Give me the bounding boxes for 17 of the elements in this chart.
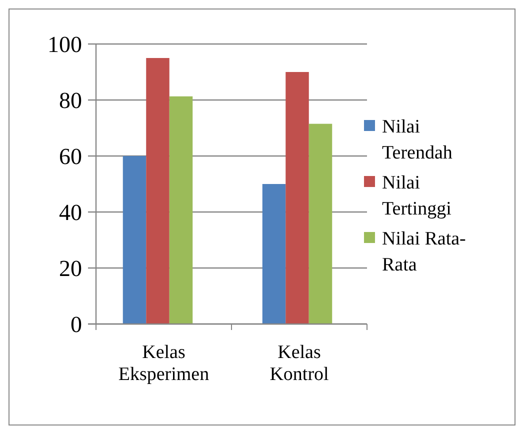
y-tick-label: 40 (59, 200, 82, 226)
bar (286, 72, 309, 324)
legend-label: Nilai Rata-Rata (382, 228, 466, 276)
legend-label: Nilai Tertinggi (382, 172, 452, 220)
y-tick-label: 80 (59, 88, 82, 114)
x-tick-label: Kelas Kontrol (270, 342, 329, 385)
legend-label: Nilai Terendah (382, 116, 453, 164)
bar (308, 124, 332, 324)
bar (146, 58, 170, 324)
y-tick-label: 20 (59, 256, 82, 282)
y-tick-label: 100 (48, 32, 82, 58)
bar (169, 96, 193, 324)
y-tick-label: 60 (59, 144, 82, 170)
bar (122, 156, 146, 324)
bar (262, 184, 286, 324)
x-tick-label: Kelas Eksperimen (118, 342, 210, 385)
y-tick-label: 0 (70, 312, 82, 338)
